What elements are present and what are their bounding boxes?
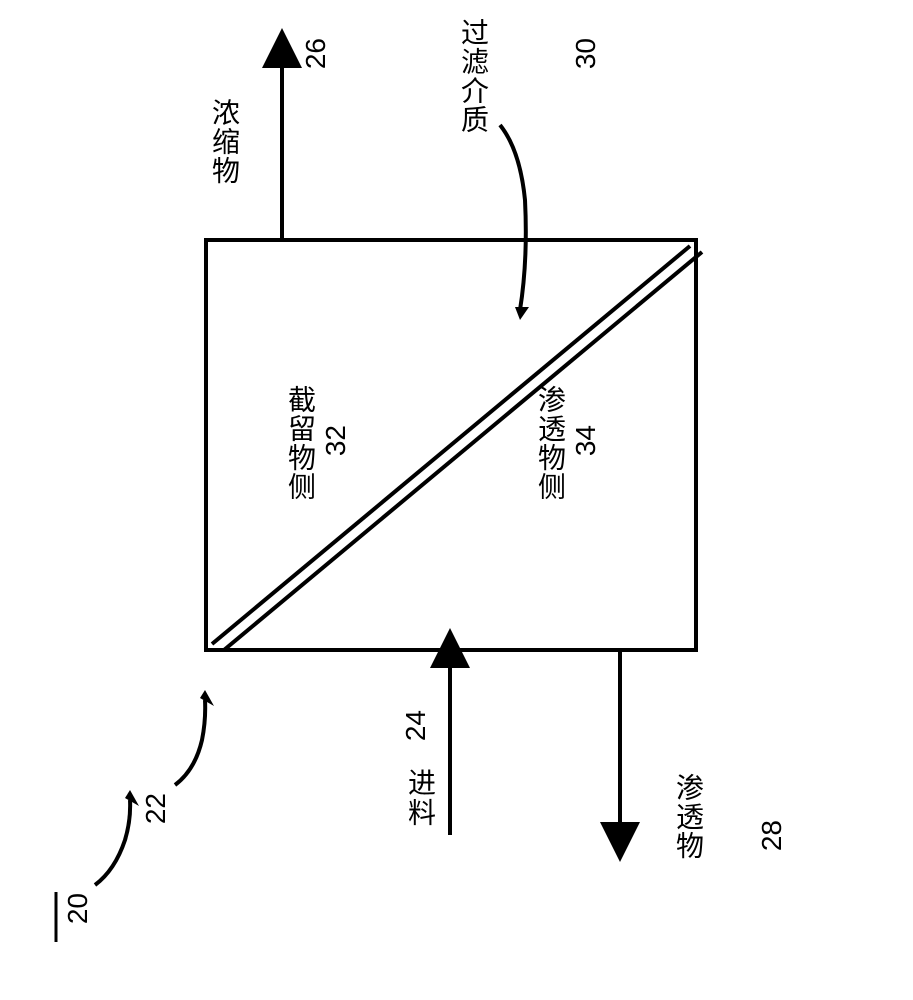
concentrate-label: 浓缩物	[204, 98, 244, 185]
retentate-side-label: 截留物侧	[280, 385, 320, 501]
permeate-label: 渗透物	[668, 773, 708, 860]
ref-20: 20	[62, 893, 94, 924]
leader-22	[175, 700, 205, 785]
filter-medium-label: 过滤介质	[453, 18, 493, 134]
ref-22: 22	[140, 793, 172, 824]
leader-30-arrow	[515, 307, 529, 320]
ref-34: 34	[570, 425, 602, 456]
ref-28: 28	[756, 820, 788, 851]
permeate-side-label: 渗透物侧	[530, 385, 570, 501]
feed-label: 进料	[400, 768, 440, 828]
ref-26: 26	[300, 38, 332, 69]
ref-24: 24	[400, 710, 432, 741]
leader-30	[500, 125, 526, 310]
ref-32: 32	[320, 425, 352, 456]
leader-20	[95, 800, 130, 885]
ref-30: 30	[570, 38, 602, 69]
